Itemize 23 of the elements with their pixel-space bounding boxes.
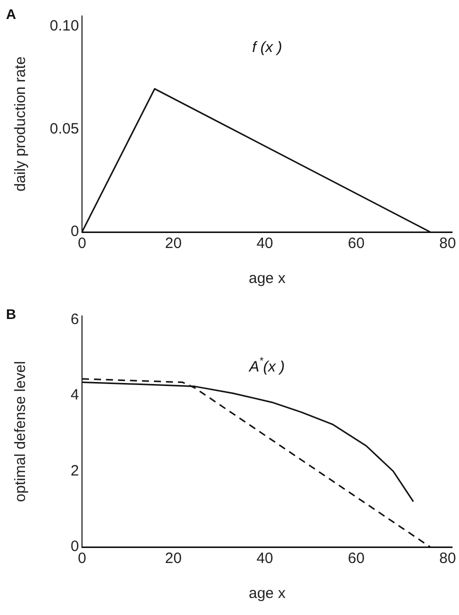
x-axis-title: age x [248,270,286,288]
x-tick-label: 80 [439,235,456,252]
x-tick-label: 80 [439,550,456,568]
x-tick-label: 60 [348,550,365,568]
y-axis-title: daily production rate [12,56,30,192]
y-tick-label: 0 [70,223,79,240]
x-axis-title: age x [248,585,286,602]
y-tick-label: 0.05 [50,120,79,138]
x-tick-label: 40 [256,235,274,252]
annotation: A*(x ) [248,356,285,376]
x-tick-label: 60 [348,235,365,252]
y-tick-label: 0 [70,538,79,556]
y-tick-label: 4 [70,386,79,404]
y-tick-label: 6 [70,310,79,328]
y-axis-title: optimal defense level [12,361,30,502]
text: A [6,6,16,22]
y-tick-label: 2 [70,462,79,480]
y-tick-label: 0.10 [50,17,79,34]
annotation: f (x ) [252,38,282,56]
text: B [6,306,16,322]
x-tick-label: 20 [165,550,182,568]
x-tick-label: 20 [165,235,182,252]
x-tick-label: 40 [256,550,274,568]
